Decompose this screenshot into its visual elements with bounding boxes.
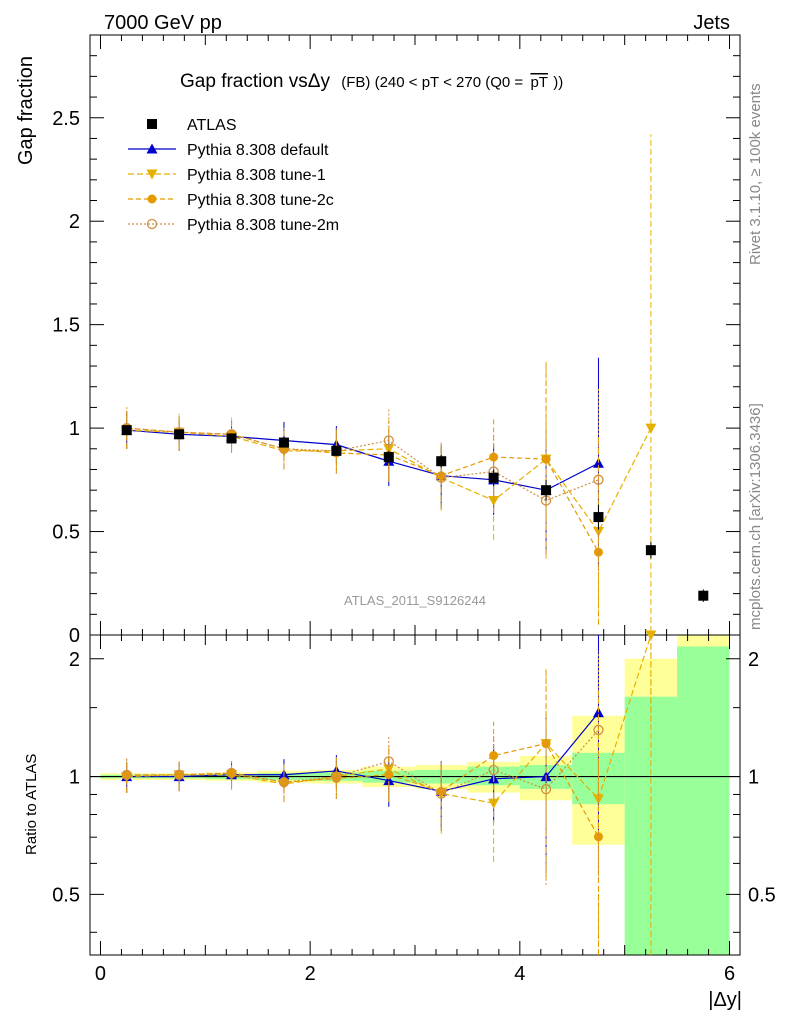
series-0 <box>121 425 709 602</box>
ratio-data-point <box>488 798 500 809</box>
ratio-data-point <box>488 764 499 776</box>
data-point <box>541 485 552 496</box>
data-point <box>489 452 499 462</box>
y-tick-label: 1.5 <box>52 315 80 337</box>
axes: 00.511.522.50 2 4 60.5 0.51 12 2 <box>52 35 776 985</box>
ratio-series-4 <box>121 651 604 885</box>
ratio-data-point <box>592 707 604 718</box>
legend: ATLAS Pythia 8.308 default Pythia 8.308 … <box>128 117 339 234</box>
y-tick-label: 2.5 <box>52 108 80 130</box>
title-bar: pT <box>530 74 548 91</box>
data-point <box>488 496 500 507</box>
main-series <box>121 134 709 722</box>
data-point <box>121 425 132 436</box>
y-tick-label: 2 <box>69 211 80 233</box>
y-tick-label: 0.5 <box>52 522 80 544</box>
title-close: )) <box>553 74 563 91</box>
legend-label-default: Pythia 8.308 default <box>187 142 329 159</box>
ratio-tick-label-right: 1 <box>748 767 759 789</box>
legend-label-tune-2c: Pythia 8.308 tune-2c <box>187 192 334 209</box>
data-point <box>593 512 604 523</box>
series-1 <box>121 357 604 569</box>
x-tick-label: 6 <box>724 963 735 985</box>
legend-marker <box>147 194 157 204</box>
header-left: 7000 GeV pp <box>104 12 222 34</box>
series-line <box>126 427 599 553</box>
data-point <box>593 474 604 485</box>
ratio-tick-label: 2 <box>69 649 80 671</box>
x-tick-label: 2 <box>305 963 316 985</box>
ratio-series-line <box>126 729 599 795</box>
header-right: Jets <box>693 12 730 34</box>
ratio-tick-label: 0.5 <box>52 884 80 906</box>
ratio-y-axis-label: Ratio to ATLAS <box>23 754 40 855</box>
data-point <box>645 423 657 434</box>
ratio-data-point <box>278 776 290 788</box>
ratio-series-line <box>126 712 599 792</box>
legend-entry-tune-2m: Pythia 8.308 tune-2m <box>128 217 339 234</box>
ratio-data-point <box>121 769 132 781</box>
series-line <box>126 429 599 491</box>
data-point <box>383 435 394 446</box>
ratio-data-point <box>540 784 552 795</box>
ratio-data-point <box>226 767 237 779</box>
ratio-data-point <box>383 756 394 767</box>
ratio-data-point <box>489 751 499 761</box>
legend-label-atlas: ATLAS <box>187 117 237 134</box>
data-point <box>698 590 709 601</box>
plot-title: Gap fraction vsΔy (FB) (240 < pT < 270 (… <box>180 71 563 92</box>
legend-label-tune-2m: Pythia 8.308 tune-2m <box>187 217 339 234</box>
mcplots-label: mcplots.cern.ch [arXiv:1306.3436] <box>747 403 764 630</box>
ratio-data-point <box>645 630 657 641</box>
data-point <box>488 472 499 483</box>
legend-marker <box>146 169 158 180</box>
data-point <box>436 472 447 483</box>
title-sub: (FB) (240 < pT < 270 (Q0 = <box>341 74 523 91</box>
data-point <box>331 445 342 456</box>
ratio-data-point <box>593 724 604 736</box>
ratio-series-1 <box>121 635 604 875</box>
ratio-data-point <box>383 775 395 786</box>
data-point <box>541 454 551 464</box>
ratio-series-3 <box>122 670 603 955</box>
legend-marker <box>146 218 158 230</box>
ratio-tick-label-right: 2 <box>748 649 759 671</box>
data-point <box>174 429 185 440</box>
y-axis-label: Gap fraction <box>15 56 37 165</box>
title-main: Gap fraction vsΔy <box>180 71 330 92</box>
rivet-label: Rivet 3.1.10, ≥ 100k events <box>747 83 764 265</box>
ratio-data-point <box>331 771 342 782</box>
data-point <box>645 545 656 556</box>
x-tick-label: 4 <box>514 963 525 985</box>
x-tick-label: 0 <box>95 963 106 985</box>
ratio-series <box>121 630 657 955</box>
series-line <box>126 427 599 502</box>
legend-marker <box>146 143 158 154</box>
data-point <box>278 437 289 448</box>
legend-label-tune-1: Pythia 8.308 tune-1 <box>187 167 326 184</box>
x-axis-label: |Δy| <box>708 989 742 1011</box>
series-3 <box>122 363 603 625</box>
data-point <box>593 547 603 557</box>
ratio-data-point <box>593 832 603 842</box>
data-point <box>383 452 394 463</box>
legend-entry-tune-1: Pythia 8.308 tune-1 <box>128 167 326 184</box>
legend-entry-tune-2c: Pythia 8.308 tune-2c <box>128 192 334 209</box>
ratio-series-line <box>126 742 599 838</box>
y-tick-label: 1 <box>69 418 80 440</box>
legend-entry-atlas: ATLAS <box>147 117 237 134</box>
series-4 <box>121 388 604 571</box>
ratio-band-green <box>677 646 730 955</box>
legend-entry-default: Pythia 8.308 default <box>128 142 329 159</box>
legend-marker <box>147 119 157 129</box>
ratio-data-point <box>436 788 447 799</box>
ratio-data-point <box>173 769 185 780</box>
data-point <box>226 433 237 444</box>
ratio-tick-label-right: 0.5 <box>748 884 776 906</box>
ratio-tick-label: 1 <box>69 767 80 789</box>
y-tick-label: 0 <box>69 625 80 647</box>
analysis-watermark: ATLAS_2011_S9126244 <box>344 593 486 608</box>
data-point <box>436 456 447 467</box>
